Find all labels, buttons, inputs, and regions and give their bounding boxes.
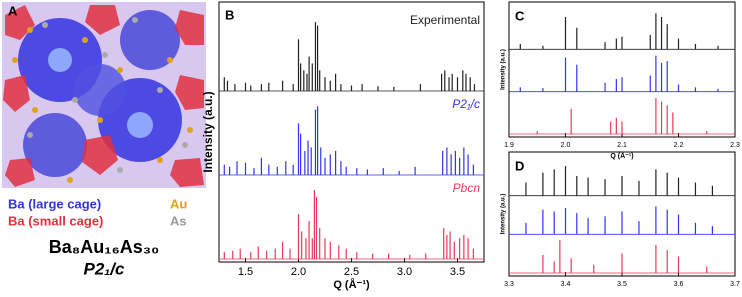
small-cage bbox=[175, 10, 204, 45]
small-cage bbox=[5, 158, 35, 187]
plot-frame bbox=[508, 1, 736, 138]
x-tick-label: 3.6 bbox=[674, 281, 684, 288]
legend-large-cage: Ba (large cage) bbox=[8, 196, 101, 211]
au-atoms bbox=[12, 27, 193, 183]
space-group: P2₁/c bbox=[84, 259, 126, 278]
legend-as: As bbox=[170, 213, 187, 228]
small-cage bbox=[82, 135, 118, 175]
x-tick-label: 3.7 bbox=[730, 281, 740, 288]
small-cage bbox=[175, 75, 204, 110]
small-cage bbox=[85, 5, 120, 35]
crystal-structure: A bbox=[2, 2, 206, 188]
x-tick-label: 2.3 bbox=[730, 142, 740, 149]
x-tick-label: 3.4 bbox=[561, 281, 571, 288]
legend-small-cage: Ba (small cage) bbox=[8, 213, 103, 228]
x-tick-label: 1.9 bbox=[504, 142, 514, 149]
series-label: Experimental bbox=[410, 13, 480, 27]
panel-label: C bbox=[515, 8, 525, 23]
ba-atom bbox=[48, 48, 72, 72]
series-label: Pbcn bbox=[453, 181, 481, 195]
x-tick-label: 2.5 bbox=[344, 266, 359, 278]
series-label: P2₁/c bbox=[452, 97, 480, 111]
as-atoms bbox=[27, 17, 188, 173]
legend-au: Au bbox=[170, 196, 187, 211]
large-cage bbox=[23, 113, 87, 177]
y-axis-label: Intensity (a.u.) bbox=[201, 91, 215, 172]
x-tick-label: 3.3 bbox=[504, 281, 514, 288]
y-axis-label: Intensity (a.u.) bbox=[501, 49, 507, 90]
panel-label: B bbox=[225, 7, 234, 22]
panel-label: D bbox=[515, 158, 524, 173]
x-tick-label: 3.0 bbox=[397, 266, 412, 278]
large-cage bbox=[120, 10, 180, 70]
plot-frame bbox=[218, 1, 485, 263]
ba-atom bbox=[127, 112, 153, 138]
formula: Ba₈Au₁₆As₃₀ bbox=[49, 237, 160, 257]
x-tick-label: 3.5 bbox=[617, 281, 627, 288]
x-tick-label: 2.2 bbox=[674, 142, 684, 149]
x-tick-label: 1.5 bbox=[238, 266, 253, 278]
x-tick-label: 2.0 bbox=[561, 142, 571, 149]
x-tick-label: 2.0 bbox=[291, 266, 306, 278]
large-cage bbox=[74, 64, 126, 116]
panel-label: A bbox=[8, 3, 18, 18]
small-cage bbox=[170, 158, 204, 187]
small-cage bbox=[3, 75, 30, 112]
x-tick-label: 3.5 bbox=[450, 266, 465, 278]
x-tick-label: 2.1 bbox=[617, 142, 627, 149]
x-axis-label: Q (Å⁻¹) bbox=[333, 278, 370, 291]
x-axis-label: Q (Å⁻¹) bbox=[610, 151, 633, 160]
y-axis-label: Intensity (a.u.) bbox=[501, 194, 507, 235]
